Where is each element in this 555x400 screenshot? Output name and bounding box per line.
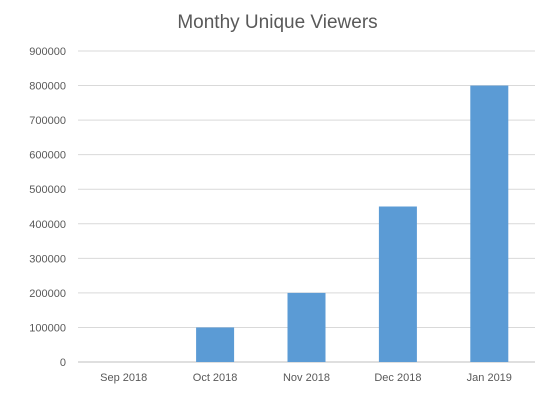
x-tick-label: Dec 2018: [374, 372, 421, 384]
y-tick-label: 600000: [29, 150, 66, 162]
y-tick-label: 500000: [29, 184, 66, 196]
y-tick-label: 900000: [29, 46, 66, 58]
bar: [470, 85, 509, 363]
y-tick-label: 400000: [29, 219, 66, 231]
x-tick-label: Oct 2018: [193, 372, 238, 384]
bar: [287, 292, 326, 362]
y-tick-label: 200000: [29, 288, 66, 300]
y-tick-label: 100000: [29, 322, 66, 334]
chart-title: Monthy Unique Viewers: [177, 12, 378, 33]
x-tick-label: Nov 2018: [283, 372, 330, 384]
x-tick-label: Jan 2019: [467, 372, 512, 384]
bar: [378, 206, 417, 362]
y-tick-label: 0: [60, 357, 66, 369]
bar: [196, 327, 235, 362]
y-tick-label: 800000: [29, 81, 66, 93]
y-tick-label: 300000: [29, 253, 66, 265]
x-tick-label: Sep 2018: [100, 372, 147, 384]
y-tick-label: 700000: [29, 115, 66, 127]
